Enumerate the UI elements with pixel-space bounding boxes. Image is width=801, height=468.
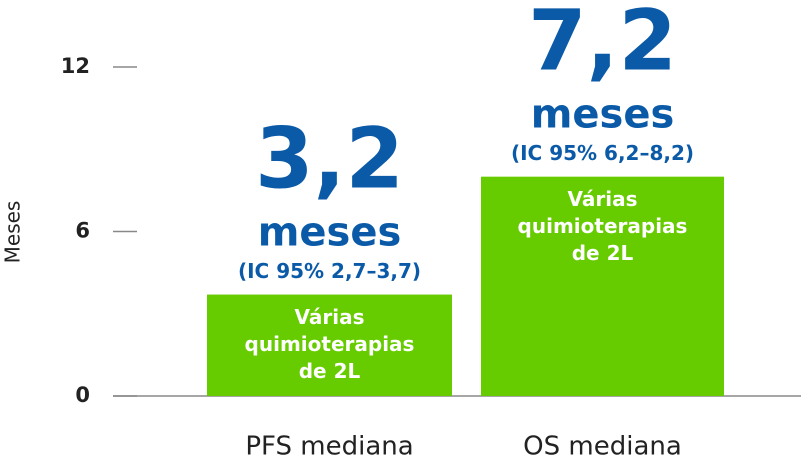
y-tick-label: 0: [75, 383, 90, 407]
bar-text: Várias: [568, 187, 638, 211]
x-tick-label: PFS mediana: [245, 432, 413, 462]
annotation-unit: meses: [531, 92, 675, 138]
bar-text: de 2L: [299, 359, 361, 383]
y-axis-label: Meses: [1, 201, 25, 264]
bar-text: Várias: [295, 305, 365, 329]
bar-text: de 2L: [572, 241, 634, 265]
annotation-ci: (IC 95% 2,7–3,7): [238, 259, 421, 283]
bar-text: quimioterapias: [518, 214, 688, 238]
annotation-unit: meses: [258, 210, 402, 256]
bar: [481, 176, 724, 396]
bar-text: quimioterapias: [245, 332, 415, 356]
bar: [207, 294, 452, 396]
x-tick-label: OS mediana: [523, 432, 682, 462]
annotation-number: 3,2: [255, 109, 404, 207]
annotation-ci: (IC 95% 6,2–8,2): [511, 141, 694, 165]
y-tick-label: 12: [61, 54, 90, 78]
annotation-number: 7,2: [528, 0, 677, 90]
y-tick-label: 6: [75, 219, 90, 243]
